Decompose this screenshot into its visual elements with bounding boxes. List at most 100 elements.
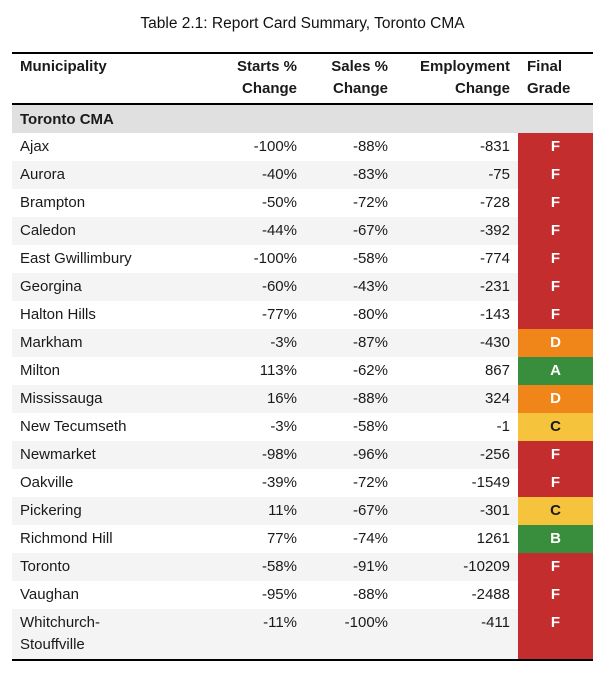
starts-cell: -3% xyxy=(270,418,297,435)
grade-badge: F xyxy=(518,245,593,273)
table-row: Newmarket -98% -96% -256 F xyxy=(12,441,593,469)
municipality-cell: Caledon xyxy=(20,222,76,239)
table-row: Richmond Hill 77% -74% 1261 B xyxy=(12,525,593,553)
starts-cell: 113% xyxy=(259,362,297,379)
employment-cell: -301 xyxy=(479,502,510,519)
starts-cell: 11% xyxy=(268,502,297,519)
starts-cell: -11% xyxy=(263,614,297,631)
municipality-cell: Oakville xyxy=(20,474,74,491)
municipality-cell: Mississauga xyxy=(20,390,103,407)
column-header-starts: Starts % Change xyxy=(236,58,297,97)
section-label: Toronto CMA xyxy=(20,110,114,128)
column-header-final-grade: Final Grade xyxy=(527,58,571,97)
grade-badge: A xyxy=(518,357,593,385)
table-row: Oakville -39% -72% -1549 F xyxy=(12,469,593,497)
sales-cell: -72% xyxy=(352,474,388,491)
grade-badge: F xyxy=(518,161,593,189)
grade-badge: C xyxy=(518,413,593,441)
grade-badge: F xyxy=(518,133,593,161)
grade-badge: F xyxy=(518,441,593,469)
municipality-cell: Brampton xyxy=(20,194,86,211)
sales-cell: -96% xyxy=(352,446,388,463)
sales-cell: -91% xyxy=(352,558,388,575)
starts-cell: -77% xyxy=(261,306,297,323)
municipality-cell: Markham xyxy=(20,334,83,351)
table-row: New Tecumseth -3% -58% -1 C xyxy=(12,413,593,441)
starts-cell: -58% xyxy=(261,558,297,575)
grade-badge: B xyxy=(518,525,593,553)
municipality-cell: Richmond Hill xyxy=(20,530,113,547)
report-card-table: Municipality Starts % Change Sales % Cha… xyxy=(12,52,593,661)
starts-cell: 77% xyxy=(266,530,297,547)
grade-badge: C xyxy=(518,497,593,525)
sales-cell: -88% xyxy=(352,390,388,407)
grade-badge: F xyxy=(518,301,593,329)
column-header-employment: Employment Change xyxy=(419,58,510,97)
sales-cell: -100% xyxy=(344,614,388,631)
municipality-cell: Pickering xyxy=(20,502,82,519)
municipality-cell: Vaughan xyxy=(20,586,79,603)
grade-badge: D xyxy=(518,329,593,357)
table-row: Milton 113% -62% 867 A xyxy=(12,357,593,385)
starts-cell: -100% xyxy=(253,138,297,155)
starts-cell: -3% xyxy=(270,334,297,351)
starts-cell: -39% xyxy=(261,474,297,491)
employment-cell: -430 xyxy=(479,334,510,351)
employment-cell: -411 xyxy=(481,614,510,631)
municipality-cell: Ajax xyxy=(20,138,50,155)
grade-badge: F xyxy=(518,609,593,659)
section-row: Toronto CMA xyxy=(12,105,593,133)
starts-cell: 16% xyxy=(266,390,297,407)
sales-cell: -67% xyxy=(352,502,388,519)
employment-cell: -256 xyxy=(479,446,510,463)
sales-cell: -43% xyxy=(352,278,388,295)
sales-cell: -58% xyxy=(352,418,388,435)
sales-cell: -67% xyxy=(352,222,388,239)
sales-cell: -80% xyxy=(352,306,388,323)
employment-cell: 1261 xyxy=(476,530,510,547)
employment-cell: -728 xyxy=(479,194,510,211)
table-title: Table 2.1: Report Card Summary, Toronto … xyxy=(140,15,465,32)
sales-cell: -88% xyxy=(352,138,388,155)
column-header-municipality: Municipality xyxy=(20,58,107,75)
municipality-cell: Toronto xyxy=(20,558,71,575)
starts-cell: -44% xyxy=(261,222,297,239)
employment-cell: -774 xyxy=(479,250,510,267)
employment-cell: -831 xyxy=(479,138,510,155)
employment-cell: -143 xyxy=(479,306,510,323)
starts-cell: -40% xyxy=(261,166,297,183)
grade-badge: F xyxy=(518,553,593,581)
table-row: Mississauga 16% -88% 324 D xyxy=(12,385,593,413)
employment-cell: -10209 xyxy=(463,558,510,575)
municipality-cell: Halton Hills xyxy=(20,306,96,323)
table-header: Municipality Starts % Change Sales % Cha… xyxy=(12,54,593,105)
table-row: East Gwillimbury -100% -58% -774 F xyxy=(12,245,593,273)
employment-cell: 867 xyxy=(484,362,510,379)
sales-cell: -88% xyxy=(352,586,388,603)
table-row: Georgina -60% -43% -231 F xyxy=(12,273,593,301)
starts-cell: -100% xyxy=(253,250,297,267)
table-row: Halton Hills -77% -80% -143 F xyxy=(12,301,593,329)
table-row: Aurora -40% -83% -75 F xyxy=(12,161,593,189)
municipality-cell: New Tecumseth xyxy=(20,418,127,435)
municipality-cell: Aurora xyxy=(20,166,66,183)
starts-cell: -98% xyxy=(261,446,297,463)
grade-badge: F xyxy=(518,273,593,301)
municipality-cell: Georgina xyxy=(20,278,82,295)
column-header-sales: Sales % Change xyxy=(331,58,388,97)
sales-cell: -72% xyxy=(352,194,388,211)
sales-cell: -87% xyxy=(352,334,388,351)
sales-cell: -83% xyxy=(352,166,388,183)
table-row: Brampton -50% -72% -728 F xyxy=(12,189,593,217)
employment-cell: -392 xyxy=(479,222,510,239)
sales-cell: -58% xyxy=(352,250,388,267)
table-row: Ajax -100% -88% -831 F xyxy=(12,133,593,161)
municipality-cell: East Gwillimbury xyxy=(20,250,132,267)
employment-cell: -1549 xyxy=(471,474,510,491)
employment-cell: -1 xyxy=(496,418,510,435)
table-row: Pickering 11% -67% -301 C xyxy=(12,497,593,525)
employment-cell: -75 xyxy=(488,166,510,183)
starts-cell: -60% xyxy=(261,278,297,295)
table-row: Caledon -44% -67% -392 F xyxy=(12,217,593,245)
